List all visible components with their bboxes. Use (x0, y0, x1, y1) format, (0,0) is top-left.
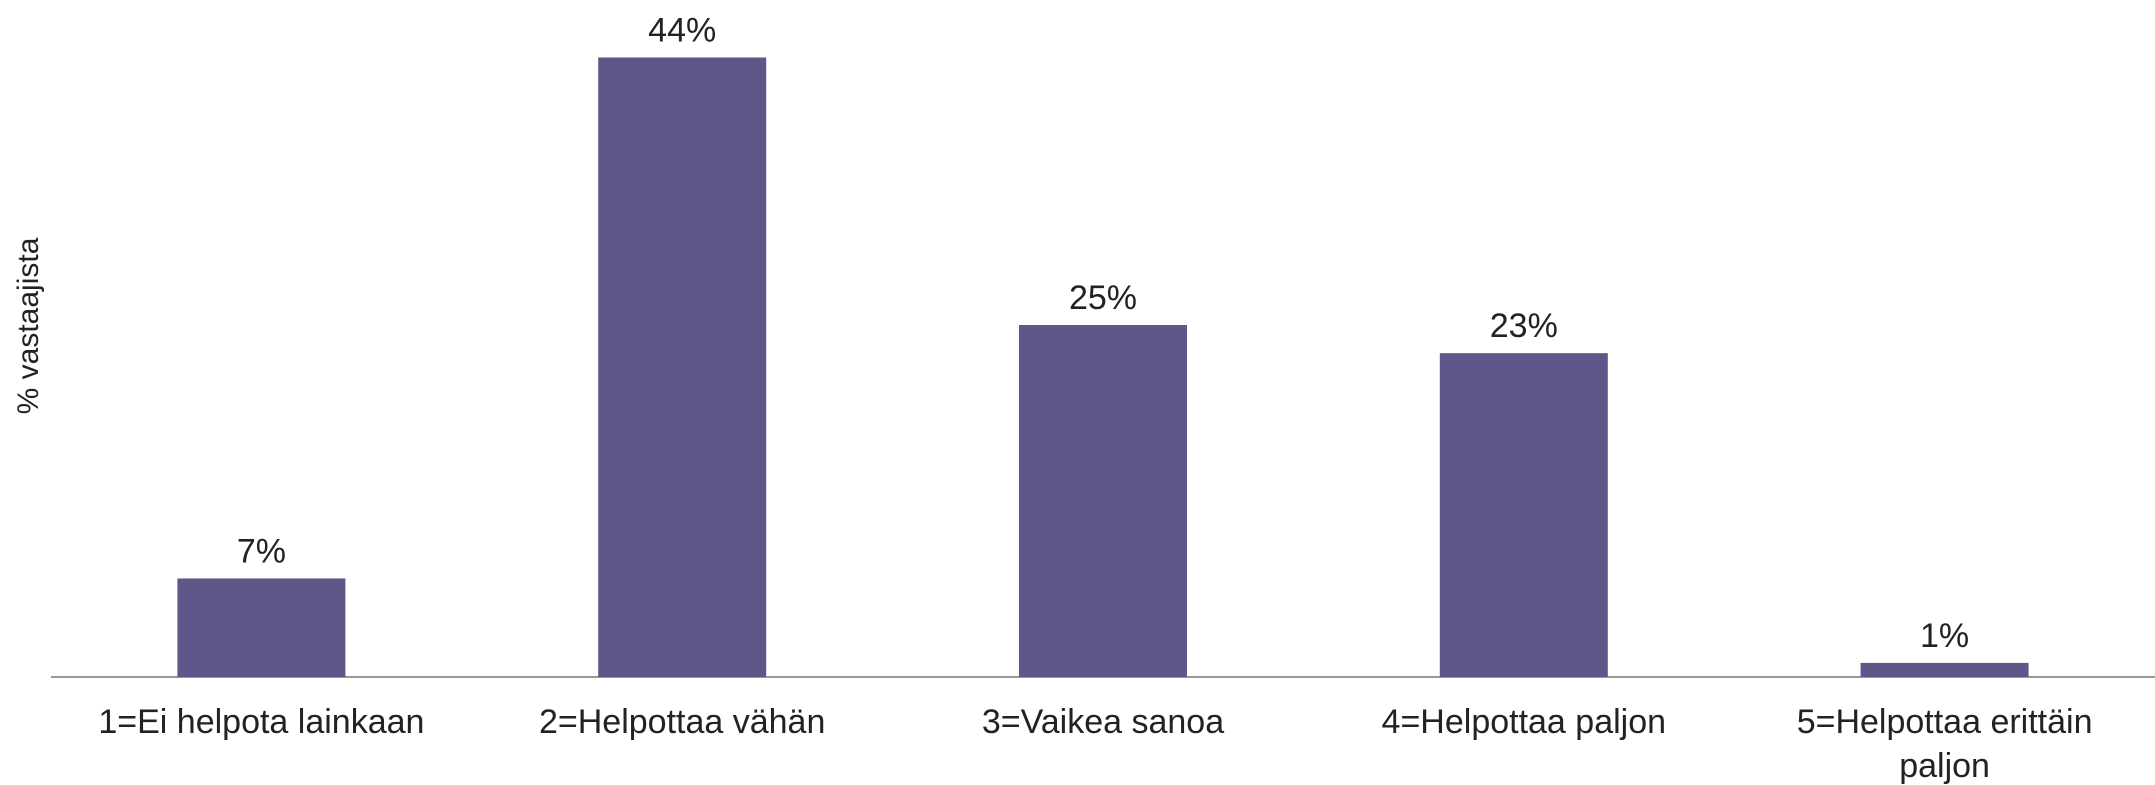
value-label: 1% (1920, 617, 1969, 655)
bar (177, 578, 346, 677)
value-label: 7% (237, 532, 286, 570)
x-tick-label: 2=Helpottaa vähän (538, 703, 826, 741)
bar (598, 57, 767, 678)
bar (1019, 325, 1187, 677)
x-tick-label: 3=Vaikea sanoa (981, 703, 1225, 741)
y-axis-label: % vastaajista (12, 237, 45, 414)
value-label: 23% (1490, 307, 1558, 345)
bar (1860, 662, 2029, 677)
value-label: 44% (648, 11, 716, 49)
x-tick-label: 5=Helpottaa erittäin paljon (1796, 703, 2093, 785)
x-tick-label: 1=Ei helpota lainkaan (98, 703, 425, 741)
x-tick-label: 4=Helpottaa paljon (1381, 703, 1667, 741)
value-label: 25% (1069, 279, 1137, 317)
bar (1439, 353, 1608, 677)
